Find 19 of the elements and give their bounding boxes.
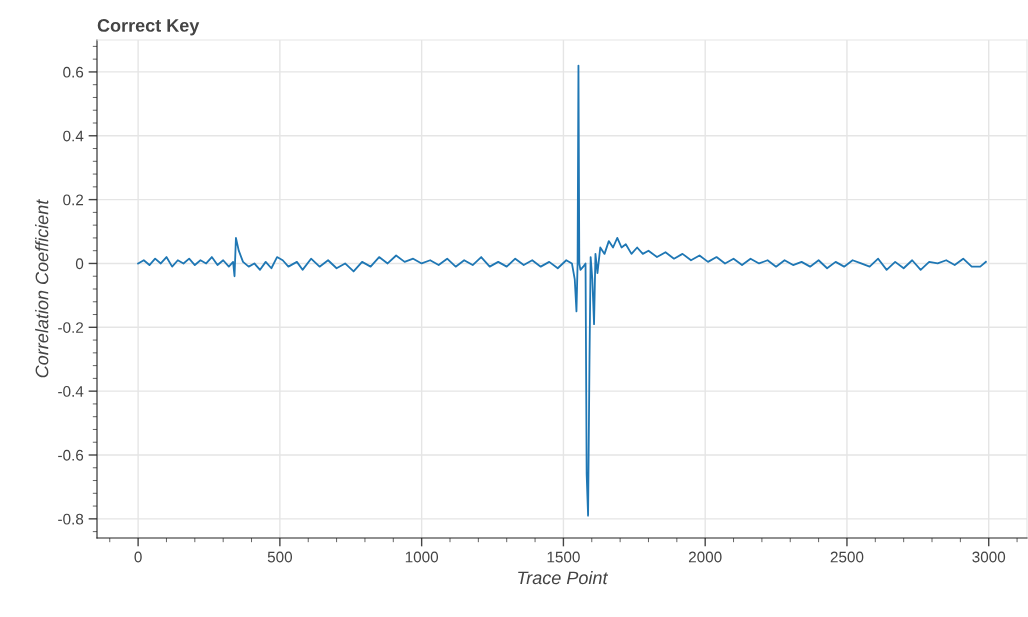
y-tick-label: -0.6 <box>58 449 84 461</box>
x-tick-label: 3000 <box>972 551 1006 563</box>
y-tick-label: 0.6 <box>63 66 84 78</box>
x-axis-title: Trace Point <box>518 570 609 585</box>
chart-title: Correct Key <box>97 19 200 36</box>
line-series <box>137 64 987 517</box>
y-tick-label: 0 <box>75 258 84 270</box>
y-tick-label: -0.2 <box>58 322 84 333</box>
y-tick-label: -0.8 <box>58 513 84 525</box>
y-tick-label: -0.4 <box>58 386 84 397</box>
y-tick-label: 0.2 <box>63 194 84 206</box>
x-tick-label: 2500 <box>830 551 864 563</box>
x-tick-label: 0 <box>134 551 142 563</box>
x-tick-label: 2000 <box>688 551 722 563</box>
y-axis-title: Correlation Coefficient <box>35 199 49 378</box>
x-tick-label: 1500 <box>547 551 580 563</box>
x-tick-label: 1000 <box>405 551 439 563</box>
y-tick-label: 0.4 <box>63 130 84 142</box>
x-tick-label: 500 <box>267 551 293 563</box>
